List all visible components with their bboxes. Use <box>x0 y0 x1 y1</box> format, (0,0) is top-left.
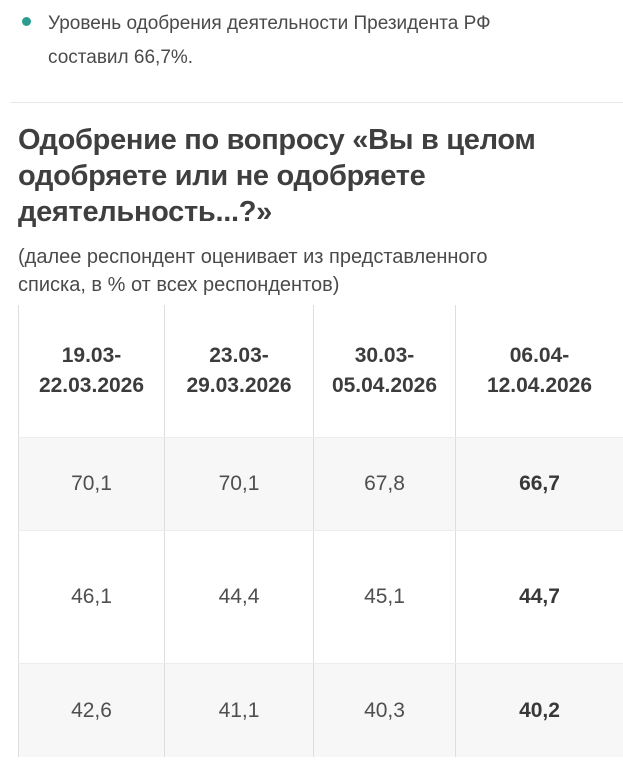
table-cell: 70,1 <box>18 438 164 530</box>
table-cell: 40,3 <box>313 664 455 757</box>
date-range-line1: 23.03- <box>209 344 269 367</box>
date-range-line2: 05.04.2026 <box>331 374 438 397</box>
table-cell: 67,8 <box>313 438 455 530</box>
date-range-line2: 29.03.2026 <box>186 374 292 397</box>
value: 41,1 <box>218 698 260 722</box>
table-header-cell-period-4: 06.04- 12.04.2026 <box>455 305 623 437</box>
value: 40,3 <box>364 698 405 722</box>
section-subtitle: (далее респондент оценивает из представл… <box>18 246 488 296</box>
summary-bullet-item: Уровень одобрения деятельности Президент… <box>0 0 585 75</box>
value: 42,6 <box>71 698 112 722</box>
value: 45,1 <box>364 585 405 608</box>
table-row: 46,1 44,4 45,1 44,7 <box>18 530 623 663</box>
table-cell: 41,1 <box>164 664 313 757</box>
section-divider <box>10 102 623 103</box>
date-range-line1: 19.03- <box>61 344 122 367</box>
table-header-cell-period-3: 30.03- 05.04.2026 <box>313 305 455 437</box>
value: 44,4 <box>218 585 260 608</box>
approval-table: 19.03- 22.03.2026 23.03- 29.03.2026 30.0… <box>18 305 623 757</box>
bullet-dot-icon <box>22 17 31 26</box>
table-row: 42,6 41,1 40,3 40,2 <box>18 663 623 757</box>
summary-bullet-text: Уровень одобрения деятельности Президент… <box>48 13 491 68</box>
value: 44,7 <box>519 585 560 608</box>
table-cell: 70,1 <box>164 438 313 530</box>
value: 70,1 <box>218 472 260 495</box>
value: 67,8 <box>364 472 405 495</box>
table-row: 70,1 70,1 67,8 66,7 <box>18 437 623 530</box>
table-header-cell-period-2: 23.03- 29.03.2026 <box>164 305 313 437</box>
table-cell: 44,4 <box>164 531 313 663</box>
section-title: Одобрение по вопросу «Вы в целом одобряе… <box>18 124 536 228</box>
table-header-row: 19.03- 22.03.2026 23.03- 29.03.2026 30.0… <box>18 305 623 437</box>
date-range-line1: 06.04- <box>509 344 570 367</box>
table-header-cell-period-1: 19.03- 22.03.2026 <box>18 305 164 437</box>
date-range-line2: 12.04.2026 <box>486 374 593 397</box>
date-range-line2: 22.03.2026 <box>38 374 145 397</box>
date-range-line1: 30.03- <box>354 344 415 367</box>
value: 66,7 <box>519 472 560 495</box>
table-cell-latest: 66,7 <box>455 438 623 530</box>
value: 70,1 <box>71 472 112 495</box>
table-cell: 42,6 <box>18 664 164 757</box>
table-cell: 46,1 <box>18 531 164 663</box>
value: 40,2 <box>519 698 560 722</box>
value: 46,1 <box>71 585 112 608</box>
table-cell-latest: 40,2 <box>455 664 623 757</box>
table-cell-latest: 44,7 <box>455 531 623 663</box>
table-cell: 45,1 <box>313 531 455 663</box>
